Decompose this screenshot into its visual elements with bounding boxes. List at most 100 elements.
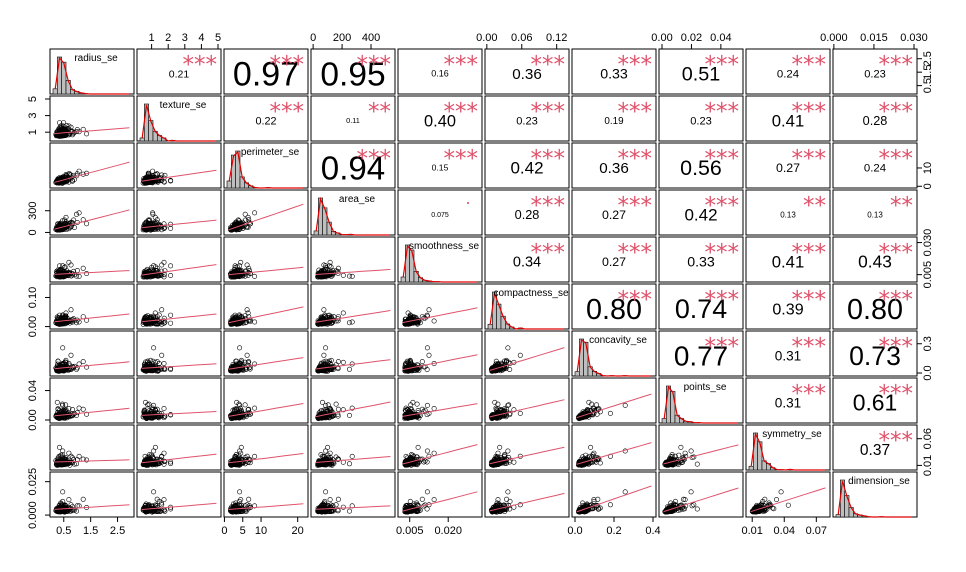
scatter-point bbox=[160, 308, 164, 312]
var-label-perimeter_se: perimeter_se bbox=[241, 147, 300, 158]
scatter-point bbox=[252, 274, 256, 278]
scatter-point bbox=[243, 212, 247, 216]
scatter-point bbox=[416, 445, 420, 449]
scatter-point bbox=[336, 266, 340, 270]
scatter-point bbox=[252, 211, 256, 215]
scatter-point bbox=[347, 274, 351, 278]
scatter-point bbox=[432, 451, 436, 455]
scatter-panel-r2-c1 bbox=[141, 169, 216, 185]
scatter-panel-r5-c1 bbox=[141, 308, 216, 327]
hist-bar bbox=[66, 80, 70, 94]
diag-panel-compactness_se: compactness_se bbox=[488, 288, 569, 329]
hist-bar bbox=[666, 386, 670, 423]
diag-panel-perimeter_se: perimeter_se bbox=[227, 147, 303, 188]
scatter-panel-r8-c6 bbox=[576, 443, 651, 468]
scatter-point bbox=[252, 454, 256, 458]
scatter-point bbox=[151, 346, 155, 350]
scatter-point bbox=[168, 321, 172, 325]
smooth-line bbox=[403, 355, 478, 370]
scatter-point bbox=[336, 359, 340, 363]
scatter-panel-r6-c0 bbox=[54, 346, 130, 374]
scatter-point bbox=[151, 403, 155, 407]
scatter-point bbox=[588, 445, 592, 449]
scatter-point bbox=[415, 402, 419, 406]
scatter-point bbox=[84, 271, 88, 275]
scatter-panel-r5-c3 bbox=[316, 308, 391, 327]
scatter-point bbox=[69, 308, 73, 312]
scatter-point bbox=[162, 260, 166, 264]
scatter-point bbox=[55, 400, 59, 404]
hist-bar bbox=[488, 324, 492, 329]
scatter-panel-r8-c1 bbox=[141, 445, 216, 467]
scatter-point bbox=[506, 449, 510, 453]
scatter-point bbox=[168, 313, 172, 317]
scatter-point bbox=[162, 406, 166, 410]
scatter-point bbox=[592, 451, 596, 455]
scatter-point bbox=[341, 360, 345, 364]
scatter-point bbox=[160, 353, 164, 357]
hist-bar bbox=[236, 151, 240, 188]
smooth-line bbox=[403, 308, 478, 323]
diag-panel-points_se: points_se bbox=[662, 382, 738, 423]
scatter-panel-r4-c3 bbox=[316, 260, 391, 279]
scatter-panel-r4-c0 bbox=[54, 260, 130, 279]
scatter-point bbox=[160, 263, 164, 267]
hist-bar bbox=[579, 339, 583, 376]
scatter-point bbox=[425, 346, 429, 350]
scatter-point bbox=[347, 413, 351, 417]
hist-bar bbox=[410, 250, 414, 282]
scatter-point bbox=[689, 449, 693, 453]
smooth-line bbox=[577, 394, 652, 418]
diag-panel-smoothness_se: smoothness_se bbox=[401, 241, 479, 282]
scatter-point bbox=[61, 346, 65, 350]
scatter-point bbox=[506, 346, 510, 350]
scatter-panel-r7-c4 bbox=[403, 400, 478, 421]
scatter-point bbox=[323, 346, 327, 350]
var-label-area_se: area_se bbox=[339, 194, 376, 205]
smooth-line bbox=[490, 348, 565, 371]
scatter-point bbox=[427, 353, 431, 357]
diag-panel-area_se: area_se bbox=[314, 194, 390, 235]
scatter-point bbox=[518, 411, 522, 415]
hist-bar bbox=[662, 419, 666, 423]
diag-panel-dimension_se: dimension_se bbox=[836, 476, 912, 517]
hist-bar bbox=[314, 231, 318, 235]
diag-panel-concavity_se: concavity_se bbox=[575, 335, 651, 376]
scatter-point bbox=[168, 273, 172, 277]
var-label-radius_se: radius_se bbox=[74, 53, 118, 64]
scatter-panel-r7-c6 bbox=[576, 394, 651, 421]
hist-bar bbox=[401, 277, 405, 282]
hist-bar bbox=[231, 155, 235, 188]
scatter-panel-r3-c2 bbox=[228, 204, 303, 232]
scatter-panel-r7-c0 bbox=[54, 400, 130, 421]
scatter-point bbox=[341, 311, 345, 315]
scatter-point bbox=[77, 362, 81, 366]
scatter-point bbox=[347, 462, 351, 466]
scatter-panel-r6-c2 bbox=[228, 346, 303, 374]
hist-bar bbox=[57, 57, 61, 94]
scatter-point bbox=[341, 273, 345, 277]
scatter-point bbox=[425, 403, 429, 407]
var-label-symmetry_se: symmetry_se bbox=[762, 429, 822, 440]
diag-panel-symmetry_se: symmetry_se bbox=[749, 429, 825, 470]
scatter-point bbox=[322, 353, 326, 357]
scatter-point bbox=[237, 346, 241, 350]
scatter-point bbox=[64, 215, 68, 219]
scatter-panel-r1-c0 bbox=[54, 121, 130, 139]
scatter-point bbox=[243, 403, 247, 407]
smooth-line bbox=[577, 443, 652, 465]
scatter-point bbox=[350, 454, 354, 458]
scatter-panel-r7-c1 bbox=[141, 400, 216, 421]
diag-panel-texture_se: texture_se bbox=[140, 100, 216, 141]
scatter-panel-r6-c1 bbox=[141, 346, 216, 374]
diag-panel-radius_se: radius_se bbox=[53, 53, 129, 94]
scatter-panel-r4-c1 bbox=[141, 260, 216, 279]
scatter-point bbox=[323, 449, 327, 453]
scatter-panel-r8-c3 bbox=[316, 445, 391, 467]
scatter-panel-r5-c4 bbox=[403, 308, 478, 327]
scatter-point bbox=[69, 353, 73, 357]
scatter-point bbox=[168, 226, 172, 230]
var-label-points_se: points_se bbox=[684, 382, 727, 393]
scatter-point bbox=[679, 445, 683, 449]
